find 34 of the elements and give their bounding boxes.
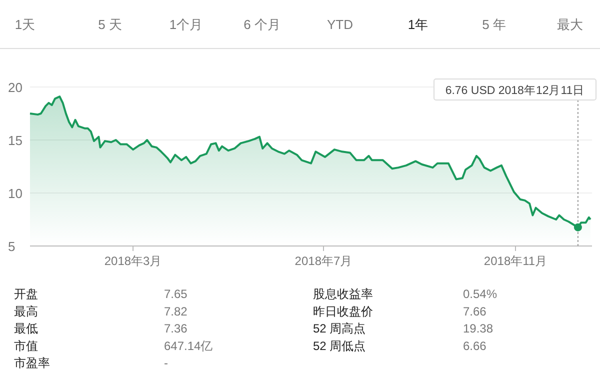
text: 52 周低点	[313, 338, 366, 353]
text: 647.14亿	[164, 338, 213, 353]
text: 市盈率	[14, 356, 50, 370]
text: 最低	[14, 322, 38, 336]
text: 7.36	[164, 322, 188, 336]
text: 0.54%	[463, 287, 498, 301]
text: 昨日收盘价	[313, 304, 373, 318]
y-tick-label: 5	[8, 239, 16, 254]
ref-line-label: 6.76 USD 2018年12月11日	[445, 84, 585, 97]
x-tick-label: 2018年7月	[294, 254, 352, 268]
text: 6.66	[463, 338, 487, 353]
text: 7.66	[463, 304, 487, 318]
x-tick-label: 2018年3月	[104, 254, 162, 268]
text: 最大	[557, 17, 583, 32]
y-tick-label: 10	[8, 186, 22, 201]
x-tick-label: 2018年11月	[484, 254, 548, 268]
text: YTD	[327, 17, 353, 32]
text: 5 天	[98, 17, 122, 32]
text: 6 个月	[244, 17, 280, 32]
text: 5 年	[482, 17, 506, 32]
text: 最高	[14, 304, 38, 318]
text: 7.82	[164, 304, 188, 318]
text: 股息收益率	[313, 287, 373, 301]
text: 市值	[14, 338, 38, 353]
text: 1个月	[169, 17, 203, 32]
text: 1天	[14, 17, 36, 32]
text: -	[164, 356, 168, 370]
y-tick-label: 20	[8, 80, 22, 95]
y-tick-label: 15	[8, 133, 22, 148]
text: 7.65	[164, 287, 188, 301]
text: 开盘	[14, 287, 38, 301]
text: 52 周高点	[313, 322, 366, 336]
text: 19.38	[463, 322, 494, 336]
text: 1年	[408, 17, 428, 32]
